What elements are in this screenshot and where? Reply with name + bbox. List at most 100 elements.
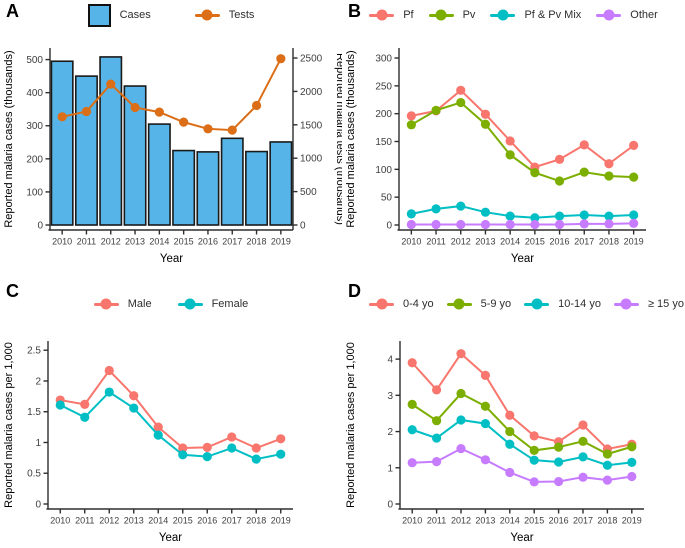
svg-text:Year: Year — [160, 253, 183, 265]
svg-text:Year: Year — [511, 253, 534, 265]
svg-text:2015: 2015 — [174, 237, 194, 247]
svg-text:2014: 2014 — [149, 237, 169, 247]
svg-text:100: 100 — [375, 165, 392, 176]
svg-text:1.5: 1.5 — [27, 407, 41, 418]
svg-text:2011: 2011 — [75, 516, 94, 526]
chart-panel-c-sex: 0 0.5 1 1.5 2 2.5 2010 2011 2012 2013 2014 2015 2016… — [3, 341, 293, 544]
svg-text:300: 300 — [375, 54, 392, 65]
svg-text:2019: 2019 — [271, 516, 291, 526]
svg-text:2013: 2013 — [124, 516, 144, 526]
svg-text:4: 4 — [387, 355, 393, 366]
dot-icon — [100, 298, 112, 310]
svg-text:3: 3 — [387, 391, 393, 402]
svg-text:2.5: 2.5 — [27, 346, 41, 357]
svg-text:Reported malaria tests (thousa: Reported malaria tests (thousands) — [334, 53, 342, 225]
svg-text:Reported malaria cases (thousa: Reported malaria cases (thousands) — [3, 50, 15, 227]
svg-text:0: 0 — [35, 500, 41, 511]
svg-text:2015: 2015 — [173, 516, 193, 526]
svg-text:2012: 2012 — [451, 516, 471, 526]
svg-text:300: 300 — [26, 121, 43, 132]
legend-item-male: Male — [93, 298, 152, 310]
legend-label: 0-4 yo — [403, 298, 434, 310]
line-dot-icon — [428, 9, 454, 21]
legend-label: Tests — [228, 9, 255, 21]
svg-text:1: 1 — [35, 438, 41, 449]
svg-text:2014: 2014 — [500, 237, 520, 247]
svg-text:Reported malaria cases per 1,0: Reported malaria cases per 1,000 — [345, 342, 357, 508]
svg-text:2019: 2019 — [622, 516, 642, 526]
svg-text:2018: 2018 — [246, 516, 266, 526]
svg-text:2012: 2012 — [99, 516, 119, 526]
svg-text:2013: 2013 — [125, 237, 145, 247]
line-dot-icon — [194, 9, 220, 21]
legend-item--15-yo: ≥ 15 yo — [613, 298, 684, 310]
svg-text:2018: 2018 — [597, 516, 617, 526]
svg-text:2017: 2017 — [222, 237, 242, 247]
line-dot-icon — [613, 298, 639, 310]
svg-text:Reported malaria cases per 1,0: Reported malaria cases per 1,000 — [3, 342, 15, 508]
legend-label: Male — [127, 298, 152, 310]
legend-label: Pf & Pv Mix — [524, 9, 582, 21]
svg-text:2017: 2017 — [573, 516, 593, 526]
panel-label-d: D — [348, 281, 361, 301]
dot-icon — [184, 298, 196, 310]
svg-text:2016: 2016 — [198, 237, 218, 247]
panel-b-species: B Pf Pv Pf & Pv Mix Other 0 50 100 150 200 250 30… — [342, 0, 685, 274]
panel-label-b: B — [348, 1, 361, 21]
svg-text:400: 400 — [26, 88, 43, 99]
svg-text:2010: 2010 — [401, 237, 421, 247]
svg-text:1500: 1500 — [300, 120, 323, 131]
line-dot-icon — [369, 9, 395, 21]
svg-text:Year: Year — [510, 532, 533, 544]
legend-label: 10-14 yo — [558, 298, 601, 310]
svg-text:2017: 2017 — [222, 516, 242, 526]
legend-item-pf: Pf — [369, 9, 414, 21]
legend-item-pf-pv-mix: Pf & Pv Mix — [490, 9, 581, 21]
svg-text:2500: 2500 — [300, 54, 323, 65]
bar-swatch-icon — [87, 3, 111, 27]
legend-item-other: Other — [596, 9, 658, 21]
legend-item-0-4-yo: 0-4 yo — [369, 298, 434, 310]
svg-text:2012: 2012 — [101, 237, 121, 247]
svg-text:0: 0 — [37, 221, 43, 232]
svg-text:2016: 2016 — [197, 516, 217, 526]
legend-panel-a: Cases Tests — [0, 0, 342, 30]
svg-text:0: 0 — [300, 221, 306, 232]
svg-text:1000: 1000 — [300, 154, 323, 165]
svg-text:2015: 2015 — [524, 516, 544, 526]
dot-icon — [376, 9, 388, 21]
svg-text:2015: 2015 — [525, 237, 545, 247]
legend-panel-d: 0-4 yo 5-9 yo 10-14 yo ≥ 15 yo — [342, 290, 685, 318]
svg-text:2010: 2010 — [402, 516, 422, 526]
svg-text:150: 150 — [375, 137, 392, 148]
svg-text:50: 50 — [381, 193, 393, 204]
svg-text:250: 250 — [375, 81, 392, 92]
dot-icon — [620, 298, 632, 310]
svg-text:Year: Year — [159, 532, 182, 544]
legend-item-tests: Tests — [194, 9, 255, 21]
legend-item-5-9-yo: 5-9 yo — [446, 298, 512, 310]
svg-text:2011: 2011 — [426, 237, 445, 247]
legend-label: Female — [211, 298, 249, 310]
chart-panel-d-age-groups: 0 1 2 3 4 2010 2011 2012 2013 2014 2015 2016 2017 201… — [345, 341, 644, 544]
legend-item-10-14-yo: 10-14 yo — [524, 298, 601, 310]
line-dot-icon — [93, 298, 119, 310]
panel-d-age-groups: D 0-4 yo 5-9 yo 10-14 yo ≥ 15 yo 0 1 2 3 4 2010 2… — [342, 274, 685, 548]
panel-label-a: A — [6, 1, 19, 21]
svg-text:2019: 2019 — [271, 237, 291, 247]
dot-icon — [531, 298, 543, 310]
svg-text:0.5: 0.5 — [27, 469, 41, 480]
line-dot-icon — [524, 298, 550, 310]
line-dot-icon — [596, 9, 622, 21]
svg-text:2: 2 — [35, 376, 41, 387]
legend-label: 5-9 yo — [480, 298, 512, 310]
svg-text:2000: 2000 — [300, 87, 323, 98]
line-dot-icon — [446, 298, 472, 310]
chart-panel-b-species: 0 50 100 150 200 250 300 2010 2011 2012 2013 2014 20… — [345, 48, 646, 265]
line-dot-icon — [369, 298, 394, 310]
svg-text:2012: 2012 — [451, 237, 471, 247]
svg-text:2: 2 — [387, 427, 393, 438]
legend-item-cases: Cases — [87, 3, 151, 27]
line-dot-icon — [177, 298, 203, 310]
svg-text:0: 0 — [386, 221, 392, 232]
